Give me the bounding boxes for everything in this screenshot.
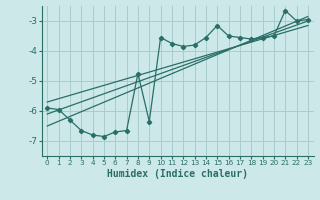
X-axis label: Humidex (Indice chaleur): Humidex (Indice chaleur) (107, 169, 248, 179)
